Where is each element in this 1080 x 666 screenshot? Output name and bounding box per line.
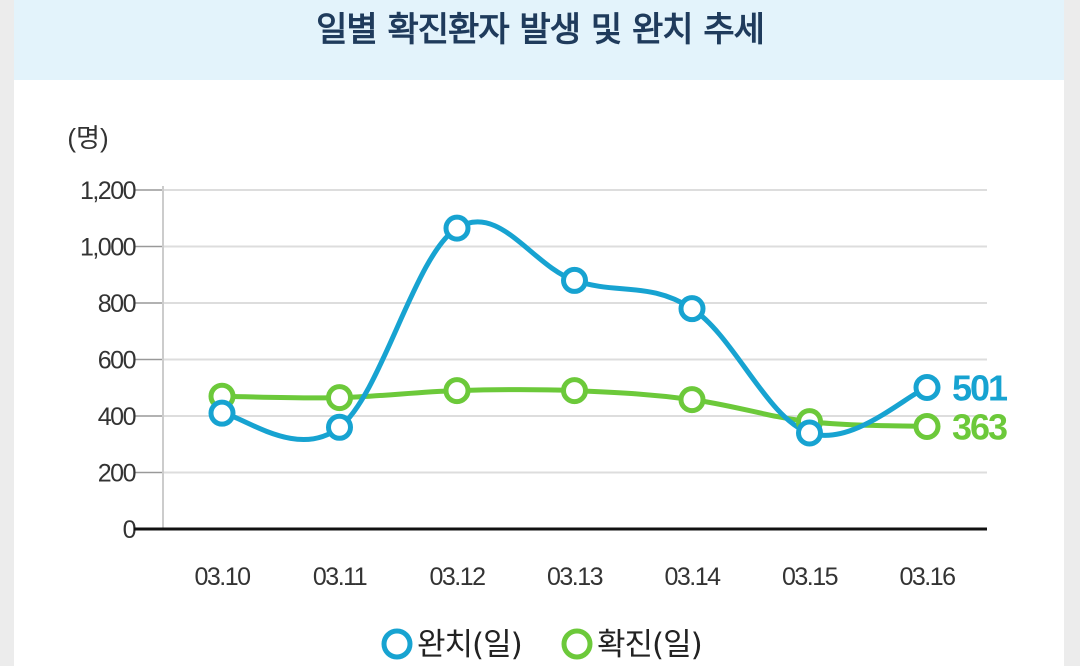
y-tick-label: 0	[123, 516, 136, 544]
x-tick-label: 03.10	[194, 563, 250, 591]
data-point	[796, 419, 823, 447]
header-bar	[14, 0, 1064, 80]
legend-marker	[561, 628, 593, 660]
data-point	[913, 412, 941, 440]
y-tick-label: 1,200	[80, 177, 136, 205]
chart-card	[14, 0, 1064, 666]
y-tick-label: 400	[98, 403, 136, 431]
data-point	[678, 386, 706, 414]
y-axis-label: (명)	[67, 123, 108, 153]
x-tick-label: 03.12	[429, 563, 485, 591]
x-tick-label: 03.15	[782, 563, 838, 591]
y-tick-label: 200	[98, 460, 136, 488]
legend-label: 확진(일)	[597, 627, 702, 663]
y-tick-label: 1,000	[80, 234, 136, 262]
chart-title: 일별 확진환자 발생 및 완치 추세	[316, 10, 765, 50]
data-point	[561, 377, 588, 405]
end-value-label: 363	[952, 406, 1007, 447]
y-tick-label: 600	[98, 347, 136, 375]
x-tick-label: 03.11	[313, 563, 367, 591]
data-point	[913, 373, 941, 401]
x-tick-label: 03.16	[899, 563, 955, 591]
y-tick-label: 800	[98, 290, 136, 318]
data-point	[443, 214, 471, 242]
data-point	[561, 266, 588, 294]
data-point	[326, 413, 353, 441]
x-tick-label: 03.14	[664, 563, 721, 591]
end-value-label: 501	[952, 367, 1008, 408]
data-point	[678, 295, 706, 323]
data-point	[208, 399, 236, 427]
legend-marker	[381, 628, 413, 660]
legend-label: 완치(일)	[417, 627, 522, 663]
x-tick-label: 03.13	[547, 563, 603, 591]
data-point	[443, 377, 471, 405]
data-point	[326, 384, 353, 412]
series-line-recovered	[219, 219, 930, 442]
